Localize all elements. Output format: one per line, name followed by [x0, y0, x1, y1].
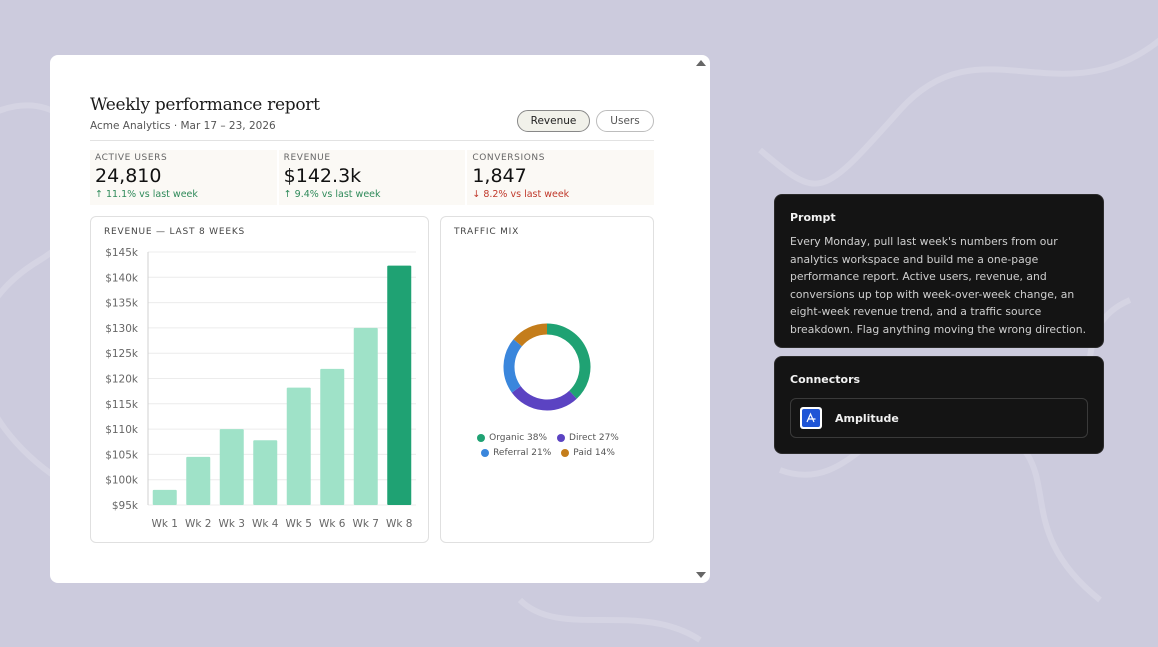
prompt-heading: Prompt [790, 211, 836, 224]
toggle-users[interactable]: Users [596, 110, 654, 132]
y-tick-label: $125k [105, 348, 139, 360]
revenue-bar-chart: $95k $100k $105k $110k $115k $120k $125k $130k $… [105, 247, 416, 530]
legend-label: Paid 14% [573, 448, 615, 458]
legend-swatch [557, 434, 566, 442]
revenue-bar [387, 265, 412, 505]
traffic-chart-panel: TRAFFIC MIX Organic 38% Direct 27% Refer… [440, 216, 654, 543]
donut-slice-paid [513, 323, 548, 347]
kpi-delta: ↑ 9.4% vs last week [283, 189, 381, 200]
kpi-row: ACTIVE USERS 24,810 ↑ 11.1% vs last week… [90, 150, 655, 205]
prompt-text: Every Monday, pull last week's numbers f… [790, 235, 1087, 336]
donut-slice-organic [546, 323, 591, 399]
x-tick-label: Wk 6 [319, 518, 346, 530]
kpi-delta: ↑ 11.1% vs last week [95, 189, 198, 200]
revenue-bar [186, 456, 211, 505]
y-tick-label: $130k [105, 323, 139, 335]
legend-label: Organic 38% [489, 433, 548, 443]
x-tick-label: Wk 5 [286, 518, 312, 530]
revenue-bar [286, 387, 311, 505]
revenue-bar [320, 368, 345, 505]
connector-name: Amplitude [835, 411, 899, 425]
y-tick-label: $110k [105, 424, 139, 436]
report-title: Weekly performance report [90, 95, 320, 115]
metric-toggle-group: Revenue Users [517, 110, 654, 132]
legend-item-paid: Paid 14% [561, 448, 615, 458]
kpi-value: $142.3k [283, 165, 362, 187]
legend-item-organic: Organic 38% [477, 433, 547, 443]
revenue-chart-title: REVENUE — LAST 8 WEEKS [104, 227, 246, 237]
y-tick-label: $115k [105, 399, 139, 411]
connector-amplitude[interactable]: Amplitude [790, 398, 1088, 438]
x-tick-label: Wk 1 [152, 518, 178, 530]
y-tick-label: $145k [105, 247, 139, 259]
x-tick-label: Wk 8 [386, 518, 412, 530]
revenue-bar [253, 440, 278, 505]
legend-swatch [561, 449, 570, 457]
report-subtitle: Acme Analytics · Mar 17 – 23, 2026 [90, 120, 276, 132]
kpi-label: REVENUE [283, 153, 331, 163]
kpi-conversions: CONVERSIONS 1,847 ↓ 8.2% vs last week [467, 150, 655, 205]
traffic-donut-chart [503, 323, 591, 411]
header-divider [90, 140, 654, 141]
scroll-down-arrow-icon[interactable] [696, 572, 706, 578]
kpi-revenue: REVENUE $142.3k ↑ 9.4% vs last week [278, 150, 466, 205]
kpi-active-users: ACTIVE USERS 24,810 ↑ 11.1% vs last week [90, 150, 277, 205]
revenue-bar [152, 489, 177, 505]
y-tick-label: $140k [105, 272, 139, 284]
x-tick-label: Wk 7 [353, 518, 379, 530]
y-tick-label: $105k [105, 449, 139, 461]
revenue-bar [219, 429, 244, 505]
legend-swatch [481, 449, 490, 457]
legend-item-referral: Referral 21% [481, 448, 551, 458]
prompt-card: Prompt Every Monday, pull last week's nu… [774, 194, 1104, 348]
x-tick-label: Wk 4 [252, 518, 279, 530]
revenue-chart-panel: REVENUE — LAST 8 WEEKS $95k $100k $105k $11… [90, 216, 429, 543]
kpi-label: ACTIVE USERS [95, 153, 168, 163]
report-card: Weekly performance report Acme Analytics… [50, 55, 710, 583]
kpi-delta: ↓ 8.2% vs last week [472, 189, 570, 200]
donut-slice-direct [511, 385, 577, 411]
x-tick-label: Wk 3 [219, 518, 245, 530]
kpi-value: 1,847 [472, 165, 527, 187]
y-tick-label: $95k [112, 500, 139, 512]
scroll-up-arrow-icon[interactable] [696, 60, 706, 66]
y-tick-label: $135k [105, 298, 139, 310]
kpi-label: CONVERSIONS [472, 153, 546, 163]
kpi-value: 24,810 [95, 165, 162, 187]
revenue-bar [353, 327, 378, 505]
amplitude-icon [800, 407, 822, 429]
legend-label: Referral 21% [493, 448, 552, 458]
x-tick-label: Wk 2 [185, 518, 211, 530]
legend-label: Direct 27% [569, 433, 619, 443]
legend-item-direct: Direct 27% [557, 433, 619, 443]
connectors-heading: Connectors [790, 373, 861, 386]
donut-slice-referral [503, 339, 523, 393]
traffic-legend: Organic 38% Direct 27% Referral 21% Paid… [441, 433, 655, 463]
y-tick-label: $100k [105, 475, 139, 487]
toggle-revenue[interactable]: Revenue [517, 110, 590, 132]
connectors-card: Connectors Amplitude [774, 356, 1104, 454]
y-tick-label: $120k [105, 374, 139, 386]
traffic-chart-title: TRAFFIC MIX [454, 227, 520, 237]
legend-swatch [477, 434, 486, 442]
